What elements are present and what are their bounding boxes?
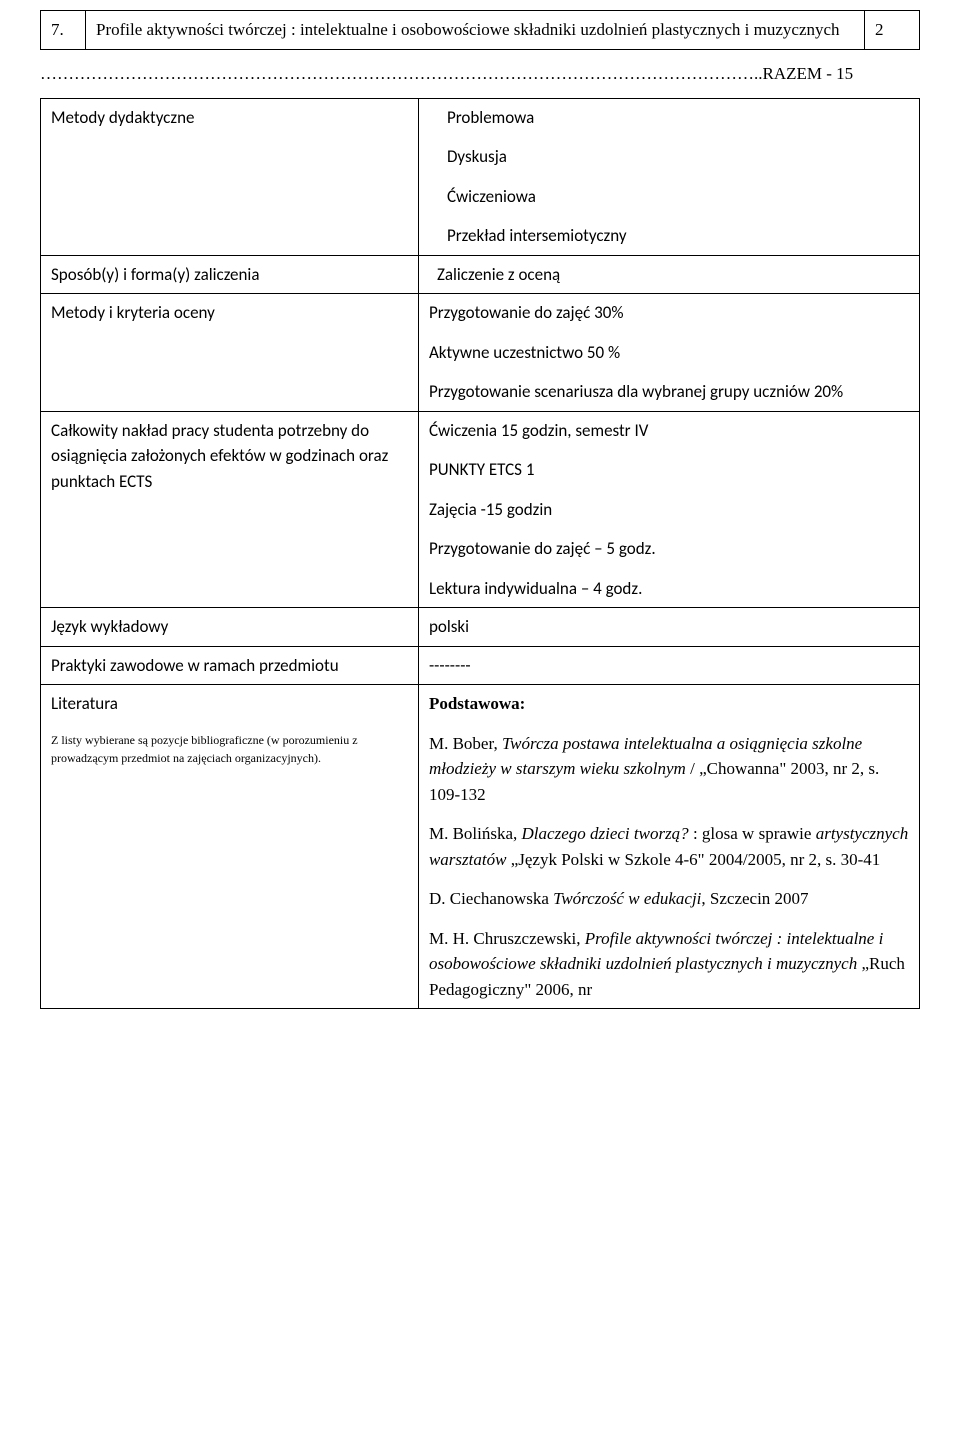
naklad-v1: Ćwiczenia 15 godzin, semestr IV — [429, 418, 909, 444]
value-praktyki: -------- — [418, 646, 919, 685]
naklad-v3: Zajęcia -15 godzin — [429, 497, 909, 523]
value-literatura: Podstawowa: M. Bober, Twórcza postawa in… — [418, 685, 919, 1009]
details-table: Metody dydaktyczne Problemowa Dyskusja Ć… — [40, 98, 920, 1010]
ref4-author: M. H. Chruszczewski, — [429, 929, 585, 948]
row-literatura: Literatura Z listy wybierane są pozycje … — [41, 685, 920, 1009]
metody-v3: Ćwiczeniowa — [429, 184, 909, 210]
label-praktyki: Praktyki zawodowe w ramach przedmiotu — [41, 646, 419, 685]
value-jezyk: polski — [418, 608, 919, 647]
ref2-rest: „Język Polski w Szkole 4-6" 2004/2005, n… — [511, 850, 881, 869]
value-kryteria: Przygotowanie do zajęć 30% Aktywne uczes… — [418, 294, 919, 412]
label-literatura-cell: Literatura Z listy wybierane są pozycje … — [41, 685, 419, 1009]
label-jezyk: Język wykładowy — [41, 608, 419, 647]
literatura-heading: Podstawowa: — [429, 691, 909, 717]
value-sposob: Zaliczenie z oceną — [418, 255, 919, 294]
kryteria-v3: Przygotowanie scenariusza dla wybranej g… — [429, 379, 909, 405]
ref-1: M. Bober, Twórcza postawa intelektualna … — [429, 731, 909, 808]
ref2-mid: : glosa w sprawie — [689, 824, 816, 843]
row-metody-dydaktyczne: Metody dydaktyczne Problemowa Dyskusja Ć… — [41, 98, 920, 255]
ref1-author: M. Bober, — [429, 734, 502, 753]
naklad-v2: PUNKTY ETCS 1 — [429, 457, 909, 483]
ref2-title: Dlaczego dzieci tworzą? — [522, 824, 689, 843]
row-hours: 2 — [865, 11, 920, 50]
ref-2: M. Bolińska, Dlaczego dzieci tworzą? : g… — [429, 821, 909, 872]
label-kryteria: Metody i kryteria oceny — [41, 294, 419, 412]
naklad-v5: Lektura indywidualna – 4 godz. — [429, 576, 909, 602]
metody-v4: Przekład intersemiotyczny — [429, 223, 909, 249]
row-number: 7. — [41, 11, 86, 50]
ref2-author: M. Bolińska, — [429, 824, 522, 843]
naklad-v4: Przygotowanie do zajęć – 5 godz. — [429, 536, 909, 562]
row-jezyk: Język wykładowy polski — [41, 608, 920, 647]
label-metody-dydaktyczne: Metody dydaktyczne — [41, 98, 419, 255]
row-kryteria: Metody i kryteria oceny Przygotowanie do… — [41, 294, 920, 412]
ref3-rest: , Szczecin 2007 — [701, 889, 808, 908]
razem-total: …………………………………………………………………………………………………………… — [40, 64, 920, 84]
ref-4: M. H. Chruszczewski, Profile aktywności … — [429, 926, 909, 1003]
literatura-note: Z listy wybierane są pozycje bibliografi… — [51, 731, 408, 767]
row-sposob: Sposób(y) i forma(y) zaliczenia Zaliczen… — [41, 255, 920, 294]
ref-3: D. Ciechanowska Twórczość w edukacji, Sz… — [429, 886, 909, 912]
row-praktyki: Praktyki zawodowe w ramach przedmiotu --… — [41, 646, 920, 685]
value-naklad: Ćwiczenia 15 godzin, semestr IV PUNKTY E… — [418, 411, 919, 608]
value-metody-dydaktyczne: Problemowa Dyskusja Ćwiczeniowa Przekład… — [418, 98, 919, 255]
metody-v1: Problemowa — [429, 105, 909, 131]
label-naklad: Całkowity nakład pracy studenta potrzebn… — [41, 411, 419, 608]
kryteria-v1: Przygotowanie do zajęć 30% — [429, 300, 909, 326]
label-literatura: Literatura — [51, 691, 408, 717]
kryteria-v2: Aktywne uczestnictwo 50 % — [429, 340, 909, 366]
top-table: 7. Profile aktywności twórczej : intelek… — [40, 10, 920, 50]
ref3-author: D. Ciechanowska — [429, 889, 553, 908]
row-naklad: Całkowity nakład pracy studenta potrzebn… — [41, 411, 920, 608]
row-text: Profile aktywności twórczej : intelektua… — [86, 11, 865, 50]
top-row: 7. Profile aktywności twórczej : intelek… — [41, 11, 920, 50]
label-sposob: Sposób(y) i forma(y) zaliczenia — [41, 255, 419, 294]
metody-v2: Dyskusja — [429, 144, 909, 170]
ref3-title: Twórczość w edukacji — [553, 889, 701, 908]
